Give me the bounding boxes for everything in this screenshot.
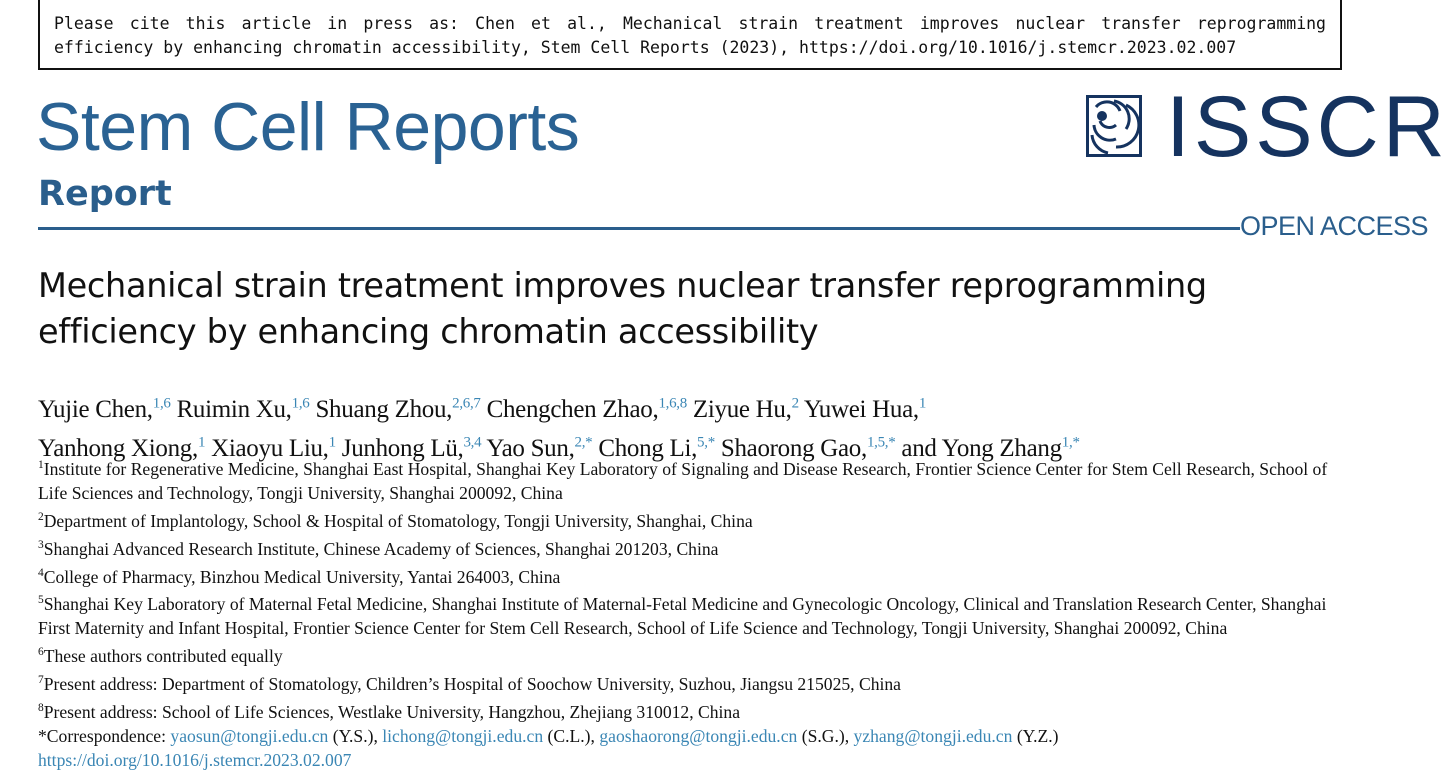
affiliation-text: College of Pharmacy, Binzhou Medical Uni… bbox=[43, 566, 561, 587]
author-affiliation-ref[interactable]: 1,6,8 bbox=[658, 396, 687, 412]
author-name: Ziyue Hu, bbox=[692, 396, 792, 424]
author: Junhong Lü,3,4 bbox=[341, 434, 482, 462]
affiliation-text: Present address: School of Life Sciences… bbox=[43, 701, 741, 722]
author-affiliation-ref[interactable]: 1 bbox=[328, 434, 337, 451]
affiliation-text: Department of Implantology, School & Hos… bbox=[43, 510, 753, 531]
author: Yanhong Xiong,1 bbox=[38, 434, 206, 462]
doi-line: https://doi.org/10.1016/j.stemcr.2023.02… bbox=[38, 748, 1348, 772]
affiliation: 7Present address: Department of Stomatol… bbox=[38, 668, 1348, 696]
affiliation-text: These authors contributed equally bbox=[43, 646, 283, 667]
affiliation-number: 3 bbox=[38, 538, 44, 551]
author-affiliation-ref[interactable]: 5,* bbox=[697, 434, 715, 451]
author: and Yong Zhang1,* bbox=[901, 434, 1080, 462]
affiliation-number: 1 bbox=[38, 459, 44, 471]
author-name: Ruimin Xu, bbox=[176, 396, 292, 424]
affiliation-number: 2 bbox=[38, 510, 44, 523]
affiliation-text: Institute for Regenerative Medicine, Sha… bbox=[38, 458, 1328, 503]
header-rule bbox=[38, 227, 1240, 230]
author-name: Xiaoyu Liu, bbox=[211, 434, 329, 462]
author-affiliation-ref[interactable]: 3,4 bbox=[463, 434, 482, 451]
affiliation: 3Shanghai Advanced Research Institute, C… bbox=[38, 533, 1348, 561]
author: Chong Li,5,* bbox=[598, 434, 715, 462]
author-affiliation-ref[interactable]: 1 bbox=[918, 396, 927, 412]
author: Yuwei Hua,1 bbox=[803, 396, 927, 424]
affiliation-number: 6 bbox=[38, 646, 44, 659]
affiliation-text: Shanghai Advanced Research Institute, Ch… bbox=[43, 538, 719, 559]
author-name: Junhong Lü, bbox=[341, 434, 464, 462]
isscr-wordmark: ISSCR bbox=[1166, 79, 1449, 175]
author-name: Chong Li, bbox=[598, 434, 698, 462]
author-affiliation-ref[interactable]: 1 bbox=[197, 434, 206, 451]
author-name: Yujie Chen, bbox=[38, 396, 153, 424]
author-name: Shaorong Gao, bbox=[720, 434, 867, 462]
author-affiliation-ref[interactable]: 1,5,* bbox=[866, 434, 896, 451]
affiliation-number: 7 bbox=[38, 674, 44, 687]
author-affiliation-ref[interactable]: 1,6 bbox=[291, 396, 310, 412]
author: Ziyue Hu,2 bbox=[693, 396, 799, 423]
affiliation-number: 8 bbox=[38, 702, 44, 715]
author-initials: (S.G.), bbox=[801, 725, 850, 746]
author-name: and Yong Zhang bbox=[901, 434, 1062, 462]
author-name: Yuwei Hua, bbox=[803, 396, 919, 424]
affiliation: 8Present address: School of Life Science… bbox=[38, 696, 1348, 724]
affiliation-text: Present address: Department of Stomatolo… bbox=[43, 674, 901, 695]
affiliations: 1Institute for Regenerative Medicine, Sh… bbox=[38, 453, 1348, 772]
doi-link[interactable]: https://doi.org/10.1016/j.stemcr.2023.02… bbox=[38, 749, 352, 770]
author: Chengchen Zhao,1,6,8 bbox=[486, 396, 688, 424]
author-affiliation-ref[interactable]: 2,6,7 bbox=[452, 396, 481, 412]
author-initials: (Y.S.), bbox=[332, 725, 378, 746]
correspondence-label: *Correspondence: bbox=[38, 725, 167, 746]
email-link[interactable]: yzhang@tongji.edu.cn bbox=[853, 725, 1013, 746]
author-affiliation-ref[interactable]: 2,* bbox=[574, 434, 593, 451]
affiliation: 5Shanghai Key Laboratory of Maternal Fet… bbox=[38, 588, 1348, 640]
author: Shaorong Gao,1,5,* bbox=[720, 434, 896, 462]
journal-title: Stem Cell Reports bbox=[36, 89, 580, 165]
author-name: Yao Sun, bbox=[486, 434, 575, 462]
isscr-logo-icon bbox=[1086, 95, 1142, 157]
author-initials: (C.L.), bbox=[547, 725, 595, 746]
citation-notice: Please cite this article in press as: Ch… bbox=[38, 0, 1342, 70]
author-name: Yanhong Xiong, bbox=[38, 434, 198, 462]
author: Xiaoyu Liu,1 bbox=[211, 434, 337, 462]
affiliation: 4College of Pharmacy, Binzhou Medical Un… bbox=[38, 561, 1348, 589]
email-link[interactable]: gaoshaorong@tongji.edu.cn bbox=[599, 725, 798, 746]
author-initials: (Y.Z.) bbox=[1016, 725, 1059, 746]
affiliation-text: Shanghai Key Laboratory of Maternal Feta… bbox=[38, 594, 1327, 639]
article-type: Report bbox=[38, 174, 172, 214]
open-access-label: OPEN ACCESS bbox=[1240, 211, 1429, 241]
author: Shuang Zhou,2,6,7 bbox=[315, 396, 480, 423]
author: Ruimin Xu,1,6 bbox=[177, 396, 310, 423]
author-affiliation-ref[interactable]: 2 bbox=[791, 396, 800, 412]
article-title: Mechanical strain treatment improves nuc… bbox=[38, 263, 1338, 355]
affiliation: 1Institute for Regenerative Medicine, Sh… bbox=[38, 453, 1348, 505]
affiliation-number: 5 bbox=[38, 594, 44, 607]
title-line: Mechanical strain treatment improves nuc… bbox=[38, 266, 1207, 305]
author-affiliation-ref[interactable]: 1,6 bbox=[152, 396, 171, 412]
author: Yao Sun,2,* bbox=[486, 434, 593, 462]
correspondence: *Correspondence: yaosun@tongji.edu.cn (Y… bbox=[38, 724, 1348, 748]
email-link[interactable]: lichong@tongji.edu.cn bbox=[382, 725, 544, 746]
author-name: Shuang Zhou, bbox=[315, 396, 453, 424]
author-name: Chengchen Zhao, bbox=[486, 396, 659, 424]
affiliation-number: 4 bbox=[38, 566, 44, 579]
author-list: Yujie Chen,1,6 Ruimin Xu,1,6 Shuang Zhou… bbox=[38, 388, 1378, 465]
email-link[interactable]: yaosun@tongji.edu.cn bbox=[170, 725, 329, 746]
affiliation: 2Department of Implantology, School & Ho… bbox=[38, 505, 1348, 533]
title-line: efficiency by enhancing chromatin access… bbox=[38, 312, 819, 351]
author-affiliation-ref[interactable]: 1,* bbox=[1061, 434, 1080, 451]
author: Yujie Chen,1,6 bbox=[38, 396, 171, 423]
affiliation: 6These authors contributed equally bbox=[38, 640, 1348, 668]
